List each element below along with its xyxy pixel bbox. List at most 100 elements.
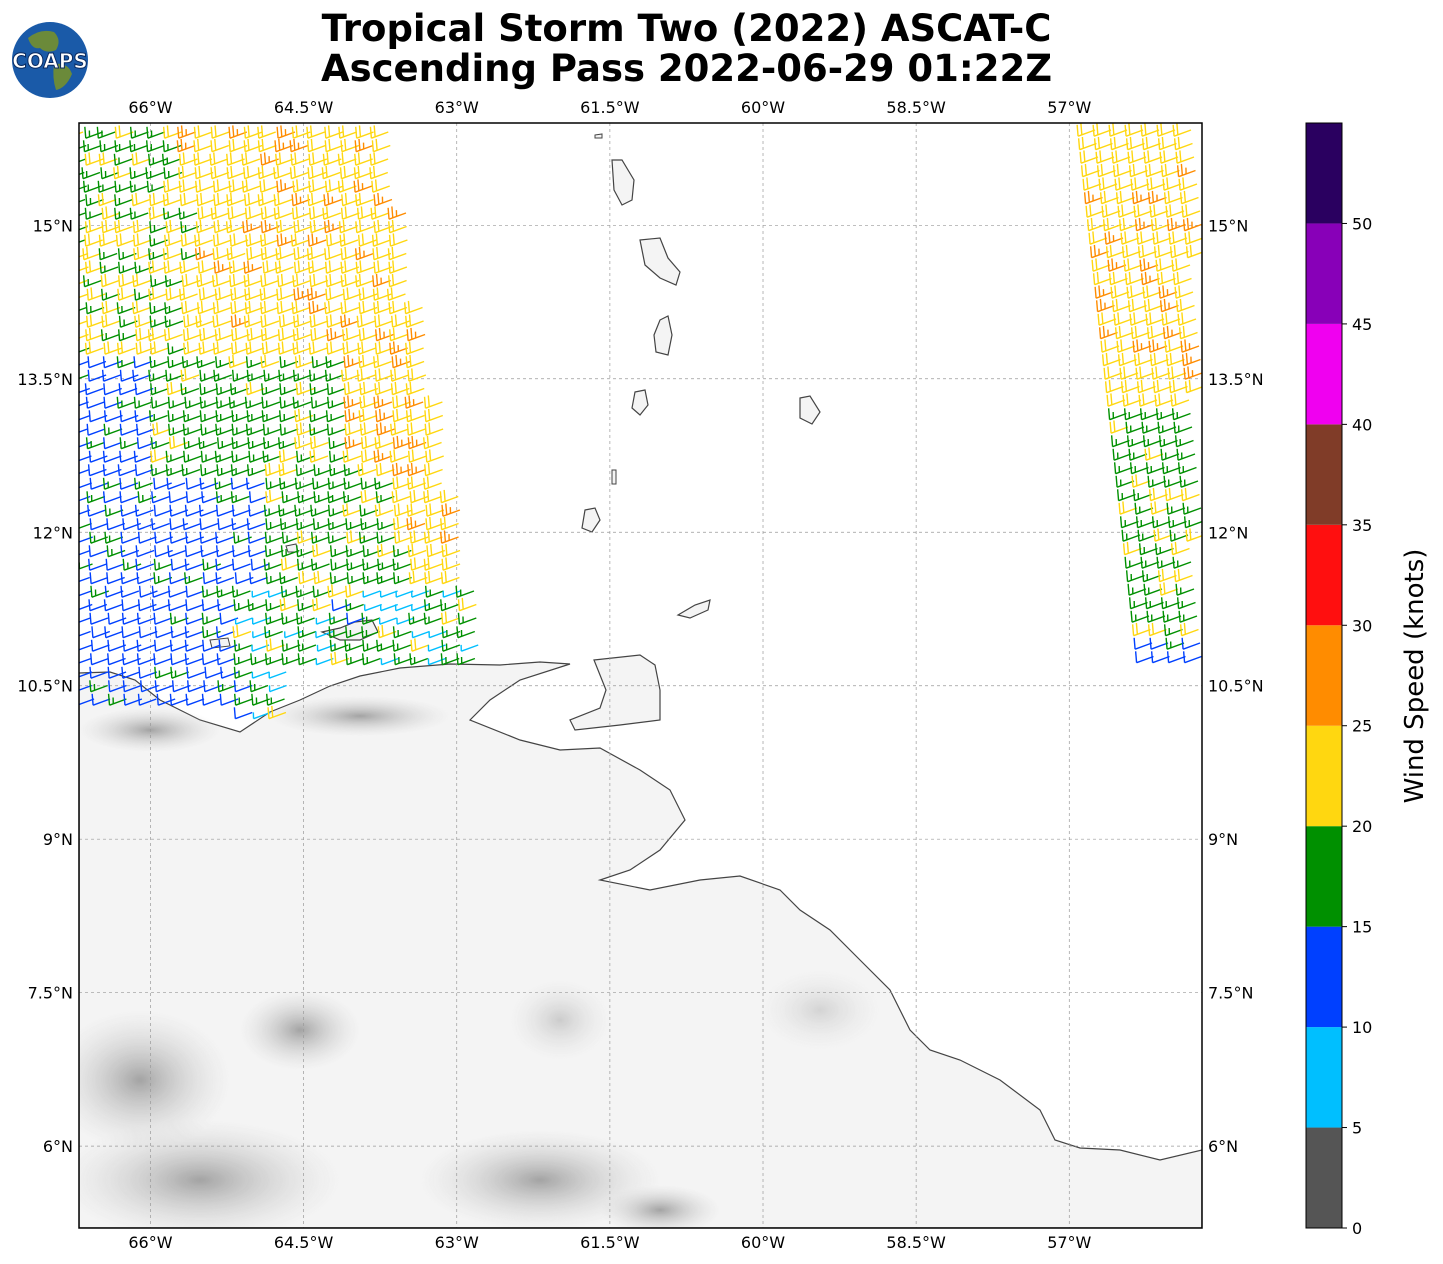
wind-barb-mark	[201, 693, 221, 706]
wind-barb-mark	[262, 450, 282, 463]
wind-barb-mark	[135, 423, 155, 436]
wind-barb-mark	[376, 639, 395, 652]
wind-barb-mark	[234, 617, 253, 625]
wind-barb-mark	[241, 152, 261, 166]
wind-barb-mark	[1125, 421, 1145, 434]
wind-barb-mark	[150, 437, 170, 450]
wind-barb-mark	[1114, 325, 1134, 340]
wind-barb-mark	[373, 354, 392, 369]
wind-barb-mark	[168, 491, 188, 504]
wind-barb-mark	[116, 356, 136, 369]
wind-barb-mark	[107, 693, 127, 706]
wind-barb-mark	[131, 192, 151, 207]
wind-barb-mark	[273, 206, 293, 220]
wind-barb-mark	[96, 126, 116, 139]
wind-barb-mark	[79, 509, 91, 517]
wind-barb-mark	[392, 639, 412, 652]
wind-barb-mark	[1137, 244, 1157, 259]
wind-barb-mark	[180, 221, 200, 234]
wind-barb-mark	[100, 273, 120, 288]
wind-barb-mark	[162, 192, 182, 207]
wind-barb-mark	[322, 206, 342, 220]
wind-barb-mark	[233, 653, 253, 666]
wind-barb-mark	[260, 206, 280, 220]
wind-barb-mark	[103, 599, 123, 612]
wind-barb-mark	[1129, 462, 1149, 475]
wind-barb-mark	[1117, 204, 1137, 218]
wind-barb-mark	[164, 315, 184, 328]
wind-barb-mark	[215, 545, 235, 558]
wind-barb-mark	[344, 639, 364, 652]
wind-barb-mark	[1141, 421, 1161, 434]
wind-barb-mark	[280, 557, 300, 571]
map-frame	[78, 122, 1203, 1229]
wind-barb-mark	[156, 693, 176, 706]
wind-barb-mark	[392, 516, 412, 531]
wind-barb-mark	[79, 521, 92, 531]
wind-barb-mark	[295, 585, 315, 598]
wind-barb-mark	[212, 341, 232, 355]
wind-barb-mark	[455, 585, 475, 598]
wind-barb-mark	[1099, 190, 1119, 205]
wind-barb-mark	[118, 315, 138, 328]
wind-barb-mark	[1176, 448, 1196, 461]
wind-barb-mark	[395, 590, 414, 598]
wind-barb-mark	[86, 491, 106, 504]
wind-barb-mark	[281, 639, 301, 652]
wind-barb-mark	[181, 464, 201, 477]
wind-barb-mark	[169, 531, 189, 544]
wind-barb-mark	[120, 545, 140, 558]
wind-barb-mark	[344, 422, 364, 436]
wind-barb-mark	[182, 410, 202, 423]
wind-barb-mark	[1124, 271, 1144, 286]
wind-barb-mark	[267, 705, 287, 720]
wind-barb-mark	[374, 477, 393, 490]
wind-barb-mark	[265, 693, 285, 706]
wind-barb-mark	[342, 503, 362, 517]
wind-barb-mark	[1136, 231, 1156, 245]
wind-barb-mark	[121, 626, 141, 639]
wind-barb-mark	[85, 396, 105, 409]
wind-barb-mark	[244, 287, 264, 301]
wind-barb-mark	[153, 612, 173, 625]
wind-barb-mark	[165, 287, 185, 301]
wind-barb-mark	[170, 666, 190, 679]
wind-barb-mark	[263, 558, 283, 571]
wind-barb-mark	[260, 300, 279, 315]
wind-barb-mark	[1113, 462, 1133, 475]
wind-barb-mark	[183, 450, 202, 463]
wind-barb-mark	[169, 504, 189, 517]
wind-barb-mark	[1129, 312, 1149, 326]
wind-barb-mark	[252, 630, 271, 639]
wind-barb-mark	[427, 657, 446, 666]
wind-barb-field	[79, 123, 1202, 720]
wind-barb-mark	[79, 455, 92, 463]
wind-barb-mark	[1161, 312, 1181, 326]
wind-barb-mark	[331, 599, 351, 612]
wind-barb-mark	[1146, 610, 1166, 623]
wind-barb-mark	[358, 408, 378, 423]
wind-barb-mark	[259, 287, 279, 301]
wind-barb-mark	[104, 504, 124, 517]
wind-barb-mark	[327, 518, 347, 531]
wind-barb-mark	[1170, 541, 1190, 556]
wind-barb-mark	[312, 477, 331, 490]
wind-barb-mark	[86, 423, 106, 436]
wind-barb-mark	[1183, 366, 1202, 380]
wind-barb-mark	[167, 396, 187, 409]
wind-barb-mark	[293, 246, 313, 261]
wind-barb-mark	[388, 219, 407, 234]
wind-barb-mark	[113, 165, 132, 180]
wind-barb-mark	[145, 167, 165, 180]
wind-barb-mark	[323, 192, 343, 207]
wind-barb-mark	[85, 314, 105, 328]
wind-barb-mark	[1102, 217, 1122, 232]
wind-barb-mark	[345, 653, 365, 666]
wind-barb-mark	[185, 585, 205, 598]
wind-barb-mark	[1128, 163, 1148, 178]
wind-barb-mark	[370, 206, 390, 220]
wind-barb-mark	[440, 653, 460, 666]
wind-barb-mark	[406, 422, 426, 436]
wind-barb-mark	[243, 273, 263, 288]
wind-barb-mark	[79, 657, 92, 666]
